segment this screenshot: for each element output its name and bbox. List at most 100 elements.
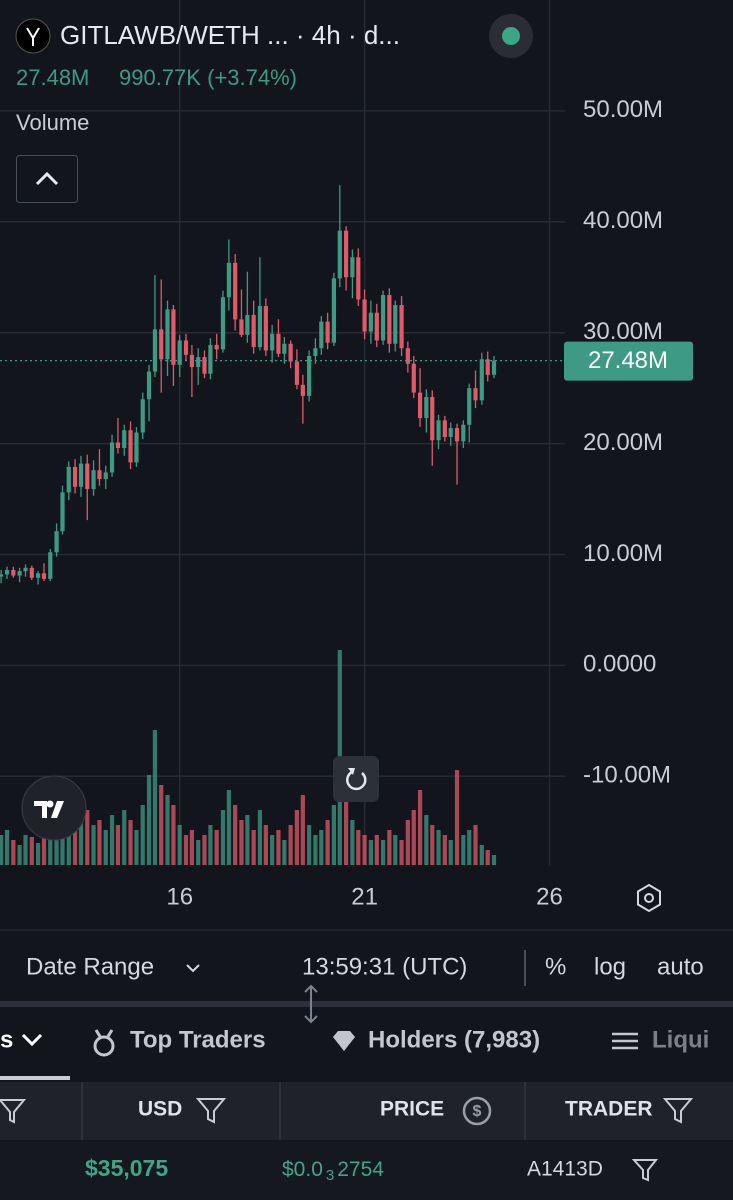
candle-body xyxy=(288,343,293,362)
volume-bar xyxy=(325,820,330,865)
volume-bar xyxy=(288,825,293,865)
volume-bar xyxy=(461,835,466,865)
volume-bar xyxy=(436,830,441,865)
tab-holders[interactable]: Holders (7,983) xyxy=(368,1026,540,1053)
candle-body xyxy=(307,355,312,396)
volume-bar xyxy=(343,795,349,865)
candle-body xyxy=(146,371,152,400)
table-row xyxy=(0,1141,733,1200)
y-tick-label: 10.00M xyxy=(583,540,663,567)
filter-icon[interactable] xyxy=(631,1159,659,1182)
pair-title[interactable]: GITLAWB/WETH ... · 4h · d... xyxy=(60,20,400,50)
volume-bar xyxy=(134,830,139,865)
candle-body xyxy=(78,463,84,487)
currency-toggle[interactable] xyxy=(462,1096,492,1126)
candle-body xyxy=(72,466,78,487)
token-icon[interactable] xyxy=(15,18,51,54)
volume-bar xyxy=(35,843,41,865)
candle-body xyxy=(60,492,65,532)
price-prefix: $0.0 xyxy=(282,1158,323,1181)
volume-bar xyxy=(109,815,115,865)
col-trader: TRADER xyxy=(565,1098,653,1121)
col-usd: USD xyxy=(138,1098,182,1121)
volume-bar xyxy=(226,790,231,865)
candle-body xyxy=(4,570,10,575)
candle-body xyxy=(35,573,41,578)
candle-body xyxy=(270,333,275,351)
auto-toggle[interactable]: auto xyxy=(657,953,704,980)
header-price: 27.48M xyxy=(16,65,89,90)
candle-body xyxy=(362,299,367,332)
volume-bar xyxy=(276,830,281,865)
volume-bar xyxy=(251,830,256,865)
y-tick-label: 20.00M xyxy=(583,429,663,456)
volume-bar xyxy=(171,805,176,865)
candle-body xyxy=(233,262,238,320)
volume-bar xyxy=(159,785,164,865)
percent-toggle[interactable]: % xyxy=(545,953,566,980)
y-tick-label: -10.00M xyxy=(583,762,671,789)
tab-trades[interactable]: s xyxy=(0,1026,13,1053)
y-tick-label: 40.00M xyxy=(583,207,663,234)
filter-icon[interactable] xyxy=(662,1098,694,1124)
tv-glyph xyxy=(34,801,64,818)
volume-bar xyxy=(245,815,250,865)
collapse-button[interactable] xyxy=(16,155,78,203)
settings-icon[interactable] xyxy=(637,883,661,913)
reset-arrow xyxy=(348,768,355,775)
candle-body xyxy=(380,294,386,341)
token-glyph xyxy=(26,27,40,46)
volume-bar xyxy=(454,770,460,865)
candle-body xyxy=(411,363,416,393)
volume-bar xyxy=(233,805,238,865)
log-toggle[interactable]: log xyxy=(594,953,626,980)
volume-bar xyxy=(374,835,379,865)
price-zeros: 3 xyxy=(326,1167,334,1184)
volume-bar xyxy=(257,810,263,865)
candle-body xyxy=(165,309,170,360)
candle-body xyxy=(393,304,398,344)
tradingview-logo[interactable] xyxy=(21,775,87,841)
candle-body xyxy=(319,321,324,349)
filter-icon[interactable] xyxy=(0,1099,27,1124)
volume-bar xyxy=(41,835,47,865)
candle-body xyxy=(140,399,145,433)
volume-bar xyxy=(356,830,361,865)
volume-bar xyxy=(307,825,312,865)
reset-button[interactable] xyxy=(333,756,379,802)
candle-body xyxy=(313,348,318,356)
y-tick-label: 0.0000 xyxy=(583,651,656,678)
candle-body xyxy=(276,333,281,354)
volume-bar xyxy=(313,835,318,865)
axes: 50.00M 40.00M 30.00M 20.00M 10.00M 0.0000 -10.… xyxy=(166,96,693,910)
tab-liquidity[interactable]: Liqui xyxy=(652,1026,709,1053)
col-price: PRICE xyxy=(380,1098,444,1121)
tab-top-traders[interactable]: Top Traders xyxy=(130,1026,266,1053)
resize-arrows xyxy=(304,984,318,1024)
volume-bar xyxy=(362,835,367,865)
volume-bar xyxy=(214,830,219,865)
status-dot xyxy=(502,27,520,45)
volume-bar xyxy=(189,830,195,865)
resize-bar[interactable] xyxy=(0,1001,733,1007)
filter-icon[interactable] xyxy=(195,1098,227,1124)
volume-bar xyxy=(48,820,53,865)
candle-body xyxy=(85,463,90,490)
candle-body xyxy=(54,531,59,553)
volume-bar xyxy=(0,835,4,865)
candle-body xyxy=(29,567,34,578)
candle-body xyxy=(294,361,300,385)
grid xyxy=(0,0,565,865)
settings-hole xyxy=(644,893,654,903)
volume-bar xyxy=(23,835,28,865)
date-range[interactable]: Date Range xyxy=(26,953,154,980)
currency-glyph: $ xyxy=(473,1103,482,1120)
volume-bar xyxy=(380,840,386,865)
cell-trader[interactable]: A1413D xyxy=(527,1158,603,1181)
volume-bar xyxy=(78,815,84,865)
volume-bar xyxy=(399,840,404,865)
candle-body xyxy=(208,344,213,374)
candle-body xyxy=(251,314,256,348)
candle-body xyxy=(97,470,102,480)
